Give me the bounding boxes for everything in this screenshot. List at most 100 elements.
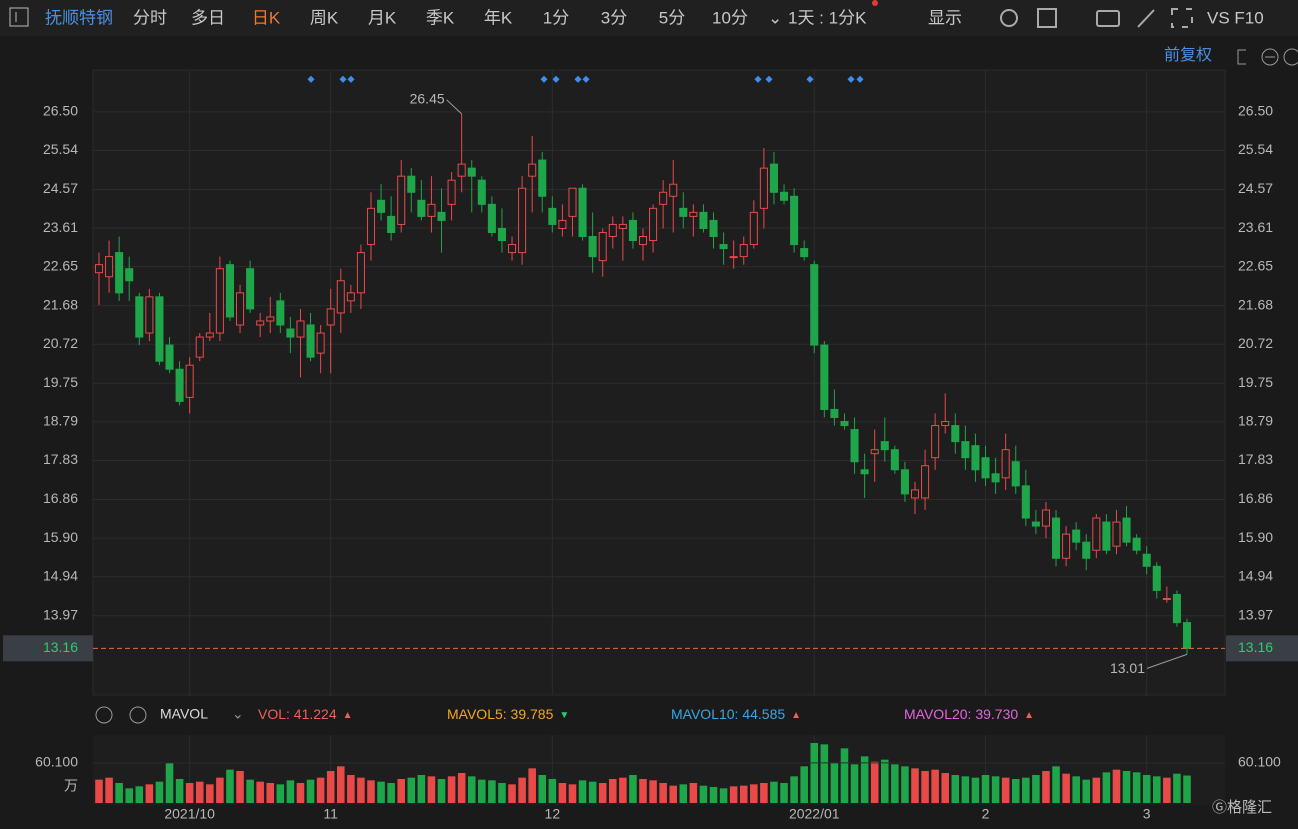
candle-body — [941, 421, 950, 427]
volume-bar — [337, 766, 345, 803]
volume-bar — [175, 779, 184, 803]
period-tab[interactable]: 多日 — [191, 8, 225, 27]
stock-name[interactable]: 抚顺特钢 — [45, 8, 113, 27]
reset-icon[interactable] — [1237, 49, 1246, 65]
candle-body — [346, 292, 355, 302]
period-tab[interactable]: 10分 — [712, 8, 748, 27]
volume-bar — [236, 771, 244, 803]
volume-bar — [508, 784, 516, 803]
y-tick-label: 23.61 — [43, 219, 78, 235]
candle-body — [1092, 517, 1101, 551]
volume-bar — [780, 783, 788, 803]
indicator-name[interactable]: MAVOL — [160, 706, 208, 722]
event-marker[interactable] — [339, 75, 347, 83]
fullscreen-icon[interactable] — [1171, 8, 1193, 28]
event-marker[interactable] — [552, 75, 560, 83]
period-select[interactable]: 1天 : 1分K — [788, 8, 867, 27]
sidebar-toggle[interactable] — [9, 7, 29, 27]
indicator-dropdown[interactable]: ⌄ — [232, 706, 244, 722]
candle-body — [1072, 529, 1081, 543]
pen-icon[interactable] — [1137, 9, 1155, 28]
volume-bar — [1092, 777, 1101, 803]
event-marker[interactable] — [540, 75, 548, 83]
zoom-in[interactable] — [1283, 48, 1298, 66]
legend-name: VOL — [258, 706, 286, 722]
volume-bar — [1022, 777, 1030, 803]
event-marker[interactable] — [765, 75, 773, 83]
y2-tick-label: 22.65 — [1238, 257, 1273, 273]
display-menu[interactable]: 显示 — [928, 8, 962, 27]
zoom-out[interactable] — [1261, 48, 1279, 66]
period-tab[interactable]: 月K — [368, 8, 397, 27]
draw-icon[interactable] — [1037, 8, 1057, 28]
y2-tick-label: 26.50 — [1238, 103, 1273, 119]
candle-body — [679, 207, 688, 217]
volume-bar — [639, 779, 647, 803]
volume-bar — [729, 786, 738, 803]
candle-body — [195, 336, 204, 358]
candle-body — [719, 244, 728, 250]
indicator-settings[interactable] — [95, 706, 113, 724]
period-tab[interactable]: 分时 — [133, 8, 167, 27]
candle-body — [1001, 449, 1010, 479]
settings-icon[interactable] — [1000, 9, 1018, 27]
period-tab[interactable]: 3分 — [601, 8, 627, 27]
candle-body — [1052, 517, 1061, 559]
y-tick-label: 13.97 — [43, 606, 78, 622]
candle-body — [538, 159, 547, 197]
period-tab[interactable]: 1分 — [543, 8, 569, 27]
candle-body — [931, 425, 940, 459]
candle-body — [588, 236, 597, 258]
candle-body — [215, 268, 224, 334]
volume-bar — [457, 773, 466, 803]
event-marker[interactable] — [856, 75, 864, 83]
y-tick-label: 19.75 — [43, 374, 78, 390]
event-marker[interactable] — [574, 75, 582, 83]
legend-entry: VOL: 41.224 ▲ — [258, 706, 353, 722]
volume-bar — [498, 783, 506, 803]
volume-bar — [165, 763, 174, 803]
event-marker[interactable] — [307, 75, 315, 83]
period-tab[interactable]: 5分 — [659, 8, 685, 27]
candle-body — [467, 167, 476, 177]
legend-value: 44.585 — [742, 706, 785, 722]
volume-bar — [155, 781, 164, 803]
last-price-box — [1226, 635, 1298, 662]
period-tab[interactable]: 季K — [426, 8, 455, 27]
y2-tick-label: 20.72 — [1238, 335, 1273, 351]
volume-bar — [669, 785, 677, 803]
more-periods[interactable]: ⌄ — [768, 8, 782, 27]
volume-bar — [276, 784, 285, 803]
candle-body — [1152, 565, 1161, 591]
adjust-select[interactable]: 前复权 — [1164, 46, 1212, 64]
candle-body — [306, 324, 315, 358]
candle-body — [1102, 521, 1111, 551]
volume-bar — [125, 788, 133, 803]
candle-body — [910, 489, 920, 499]
event-marker[interactable] — [847, 75, 855, 83]
event-marker[interactable] — [582, 75, 590, 83]
toolbar — [0, 0, 1298, 36]
volume-bar — [548, 779, 557, 803]
camera-icon[interactable] — [1096, 10, 1120, 27]
volume-bar — [1142, 775, 1151, 803]
candle-body — [155, 296, 164, 362]
volume-bar — [901, 766, 909, 803]
event-marker[interactable] — [347, 75, 355, 83]
volume-bar — [296, 783, 305, 803]
period-tab[interactable]: 年K — [484, 8, 513, 27]
event-marker[interactable] — [806, 75, 814, 83]
candle-body — [286, 328, 295, 338]
period-tab[interactable]: 周K — [310, 8, 339, 27]
volume-bar — [1032, 775, 1040, 803]
volume-bar — [216, 777, 224, 803]
candle-body — [94, 264, 104, 274]
candle-body — [1062, 533, 1071, 559]
compare-f10[interactable]: VS F10 — [1207, 8, 1264, 27]
volume-bar — [860, 756, 869, 803]
event-marker[interactable] — [754, 75, 762, 83]
volume-bar — [719, 788, 728, 803]
candle-body — [246, 268, 255, 310]
indicator-close[interactable] — [129, 706, 147, 724]
period-tab[interactable]: 日K — [252, 8, 281, 27]
